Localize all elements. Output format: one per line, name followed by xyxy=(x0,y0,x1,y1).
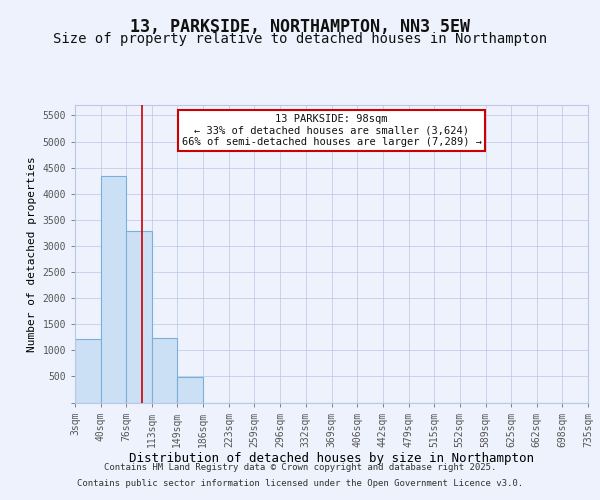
Text: 13, PARKSIDE, NORTHAMPTON, NN3 5EW: 13, PARKSIDE, NORTHAMPTON, NN3 5EW xyxy=(130,18,470,36)
Bar xyxy=(101,176,126,402)
X-axis label: Distribution of detached houses by size in Northampton: Distribution of detached houses by size … xyxy=(129,452,534,466)
Text: Size of property relative to detached houses in Northampton: Size of property relative to detached ho… xyxy=(53,32,547,46)
Y-axis label: Number of detached properties: Number of detached properties xyxy=(27,156,37,352)
Bar xyxy=(126,231,152,402)
Text: 13 PARKSIDE: 98sqm
← 33% of detached houses are smaller (3,624)
66% of semi-deta: 13 PARKSIDE: 98sqm ← 33% of detached hou… xyxy=(182,114,482,147)
Text: Contains HM Land Registry data © Crown copyright and database right 2025.: Contains HM Land Registry data © Crown c… xyxy=(104,464,496,472)
Bar xyxy=(152,338,178,402)
Bar xyxy=(178,377,203,402)
Text: Contains public sector information licensed under the Open Government Licence v3: Contains public sector information licen… xyxy=(77,478,523,488)
Bar xyxy=(75,339,101,402)
